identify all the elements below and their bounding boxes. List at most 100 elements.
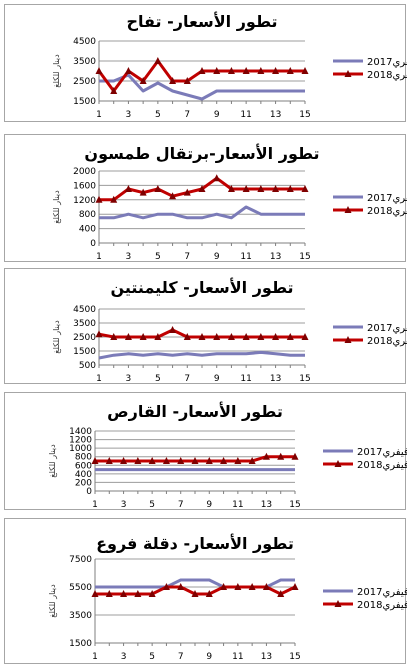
- y-tick-label: 1500: [73, 97, 96, 107]
- data-point-2018: [110, 87, 118, 94]
- y-tick-label: 1000: [69, 444, 92, 454]
- x-tick-label: 13: [261, 652, 272, 662]
- x-tick-label: 5: [149, 652, 155, 662]
- y-axis-title: دينار للكلغ: [48, 444, 57, 478]
- chart-panel-clementine: تطور الأسعار- كليمنتين 500 1500 2500 3500 450…: [4, 268, 407, 384]
- x-tick-label: 15: [289, 652, 300, 662]
- data-point-2018: [120, 590, 128, 597]
- x-tick-label: 3: [126, 252, 132, 262]
- data-point-2018: [277, 590, 285, 597]
- data-point-2018: [220, 457, 228, 464]
- y-axis-title: دينار للكلغ: [52, 320, 61, 354]
- data-point-2018: [248, 457, 256, 464]
- data-point-2018: [205, 457, 213, 464]
- data-point-2018: [191, 590, 199, 597]
- data-point-2018: [257, 333, 265, 340]
- chart-panel-deglet-branches: تطور الأسعار- دقلة فروع 1500 3500 5500 7500 د…: [4, 518, 407, 664]
- data-point-2018: [301, 67, 309, 74]
- x-tick-label: 11: [240, 374, 251, 384]
- legend-marker: [334, 460, 342, 467]
- y-tick-label: 1500: [69, 639, 92, 649]
- data-point-2018: [177, 583, 185, 590]
- y-axis-title: دينار للكلغ: [48, 584, 57, 618]
- data-point-2018: [213, 333, 221, 340]
- chart-svg-deglet-branches: تطور الأسعار- دقلة فروع 1500 3500 5500 7500 د…: [48, 534, 407, 662]
- legend-label: فيفري2018: [367, 206, 407, 217]
- data-point-2018: [124, 333, 132, 340]
- y-tick-label: 0: [90, 239, 96, 249]
- y-tick-label: 0: [86, 487, 92, 497]
- legend-label: فيفري2018: [357, 460, 407, 471]
- x-tick-label: 1: [96, 110, 102, 120]
- x-tick-label: 1: [96, 374, 102, 384]
- y-tick-label: 2500: [73, 333, 96, 343]
- legend-label: فيفري2018: [357, 600, 407, 611]
- data-point-2018: [134, 457, 142, 464]
- x-tick-label: 5: [155, 110, 161, 120]
- x-tick-label: 3: [121, 652, 127, 662]
- y-tick-label: 1200: [69, 436, 92, 446]
- data-point-2018: [286, 67, 294, 74]
- data-point-2018: [148, 457, 156, 464]
- data-point-2018: [95, 330, 103, 338]
- data-point-2018: [262, 452, 270, 460]
- data-point-2018: [301, 333, 309, 340]
- chart-svg-orange-thomson: تطور الأسعار-برتقال طمسون 0 400 800 1200 1600…: [52, 144, 407, 262]
- y-tick-label: 4500: [73, 37, 96, 47]
- data-point-2018: [139, 77, 147, 84]
- data-point-2018: [205, 590, 213, 597]
- x-tick-label: 3: [121, 500, 127, 510]
- x-tick-label: 13: [261, 500, 272, 510]
- chart-title: تطور الأسعار- دقلة فروع: [96, 534, 294, 553]
- chart-panel-apple: تطور الأسعار- تفاح 1500 2500 3500 4500 دينار …: [4, 4, 407, 122]
- data-point-2018: [257, 185, 265, 192]
- x-tick-label: 11: [240, 110, 251, 120]
- data-point-2018: [242, 333, 250, 340]
- x-tick-label: 7: [184, 252, 190, 262]
- x-tick-label: 5: [155, 374, 161, 384]
- y-tick-label: 800: [79, 210, 96, 220]
- y-tick-label: 200: [75, 478, 92, 488]
- x-tick-label: 1: [92, 652, 98, 662]
- chart-title: تطور الأسعار- القارص: [107, 402, 283, 421]
- data-point-2018: [124, 185, 132, 192]
- y-tick-label: 800: [75, 453, 92, 463]
- x-tick-label: 1: [92, 500, 98, 510]
- x-tick-label: 7: [178, 652, 184, 662]
- data-point-2018: [154, 185, 162, 192]
- chart-svg-lemon: تطور الأسعار- القارص 02004006008001000120…: [48, 402, 407, 510]
- x-tick-label: 9: [214, 252, 220, 262]
- chart-title: تطور الأسعار-برتقال طمسون: [84, 144, 319, 163]
- data-point-2018: [272, 333, 280, 340]
- data-point-2018: [134, 590, 142, 597]
- x-tick-label: 5: [149, 500, 155, 510]
- series-line-2017: [98, 350, 305, 360]
- x-tick-label: 9: [206, 652, 212, 662]
- x-tick-label: 7: [184, 110, 190, 120]
- x-tick-label: 15: [299, 374, 310, 384]
- data-point-2018: [110, 333, 118, 340]
- data-point-2018: [105, 457, 113, 464]
- x-tick-label: 11: [232, 652, 243, 662]
- y-tick-label: 600: [75, 461, 92, 471]
- x-tick-label: 3: [126, 374, 132, 384]
- x-tick-label: 9: [206, 500, 212, 510]
- data-point-2018: [139, 188, 147, 196]
- data-point-2018: [242, 67, 250, 74]
- y-tick-label: 1200: [73, 196, 96, 206]
- legend-marker: [344, 206, 352, 213]
- x-tick-label: 9: [214, 110, 220, 120]
- data-point-2018: [191, 457, 199, 464]
- data-point-2018: [95, 67, 103, 74]
- data-point-2018: [169, 192, 177, 200]
- y-tick-label: 1500: [73, 347, 96, 357]
- x-tick-label: 11: [240, 252, 251, 262]
- data-point-2018: [213, 67, 221, 74]
- data-point-2018: [124, 67, 132, 74]
- x-tick-label: 13: [270, 252, 281, 262]
- data-point-2018: [162, 457, 170, 464]
- y-tick-label: 2000: [73, 167, 96, 177]
- data-point-2018: [291, 583, 299, 590]
- chart-panel-lemon: تطور الأسعار- القارص 0 200 400 600 800 1000 120…: [4, 392, 407, 510]
- data-point-2018: [257, 67, 265, 74]
